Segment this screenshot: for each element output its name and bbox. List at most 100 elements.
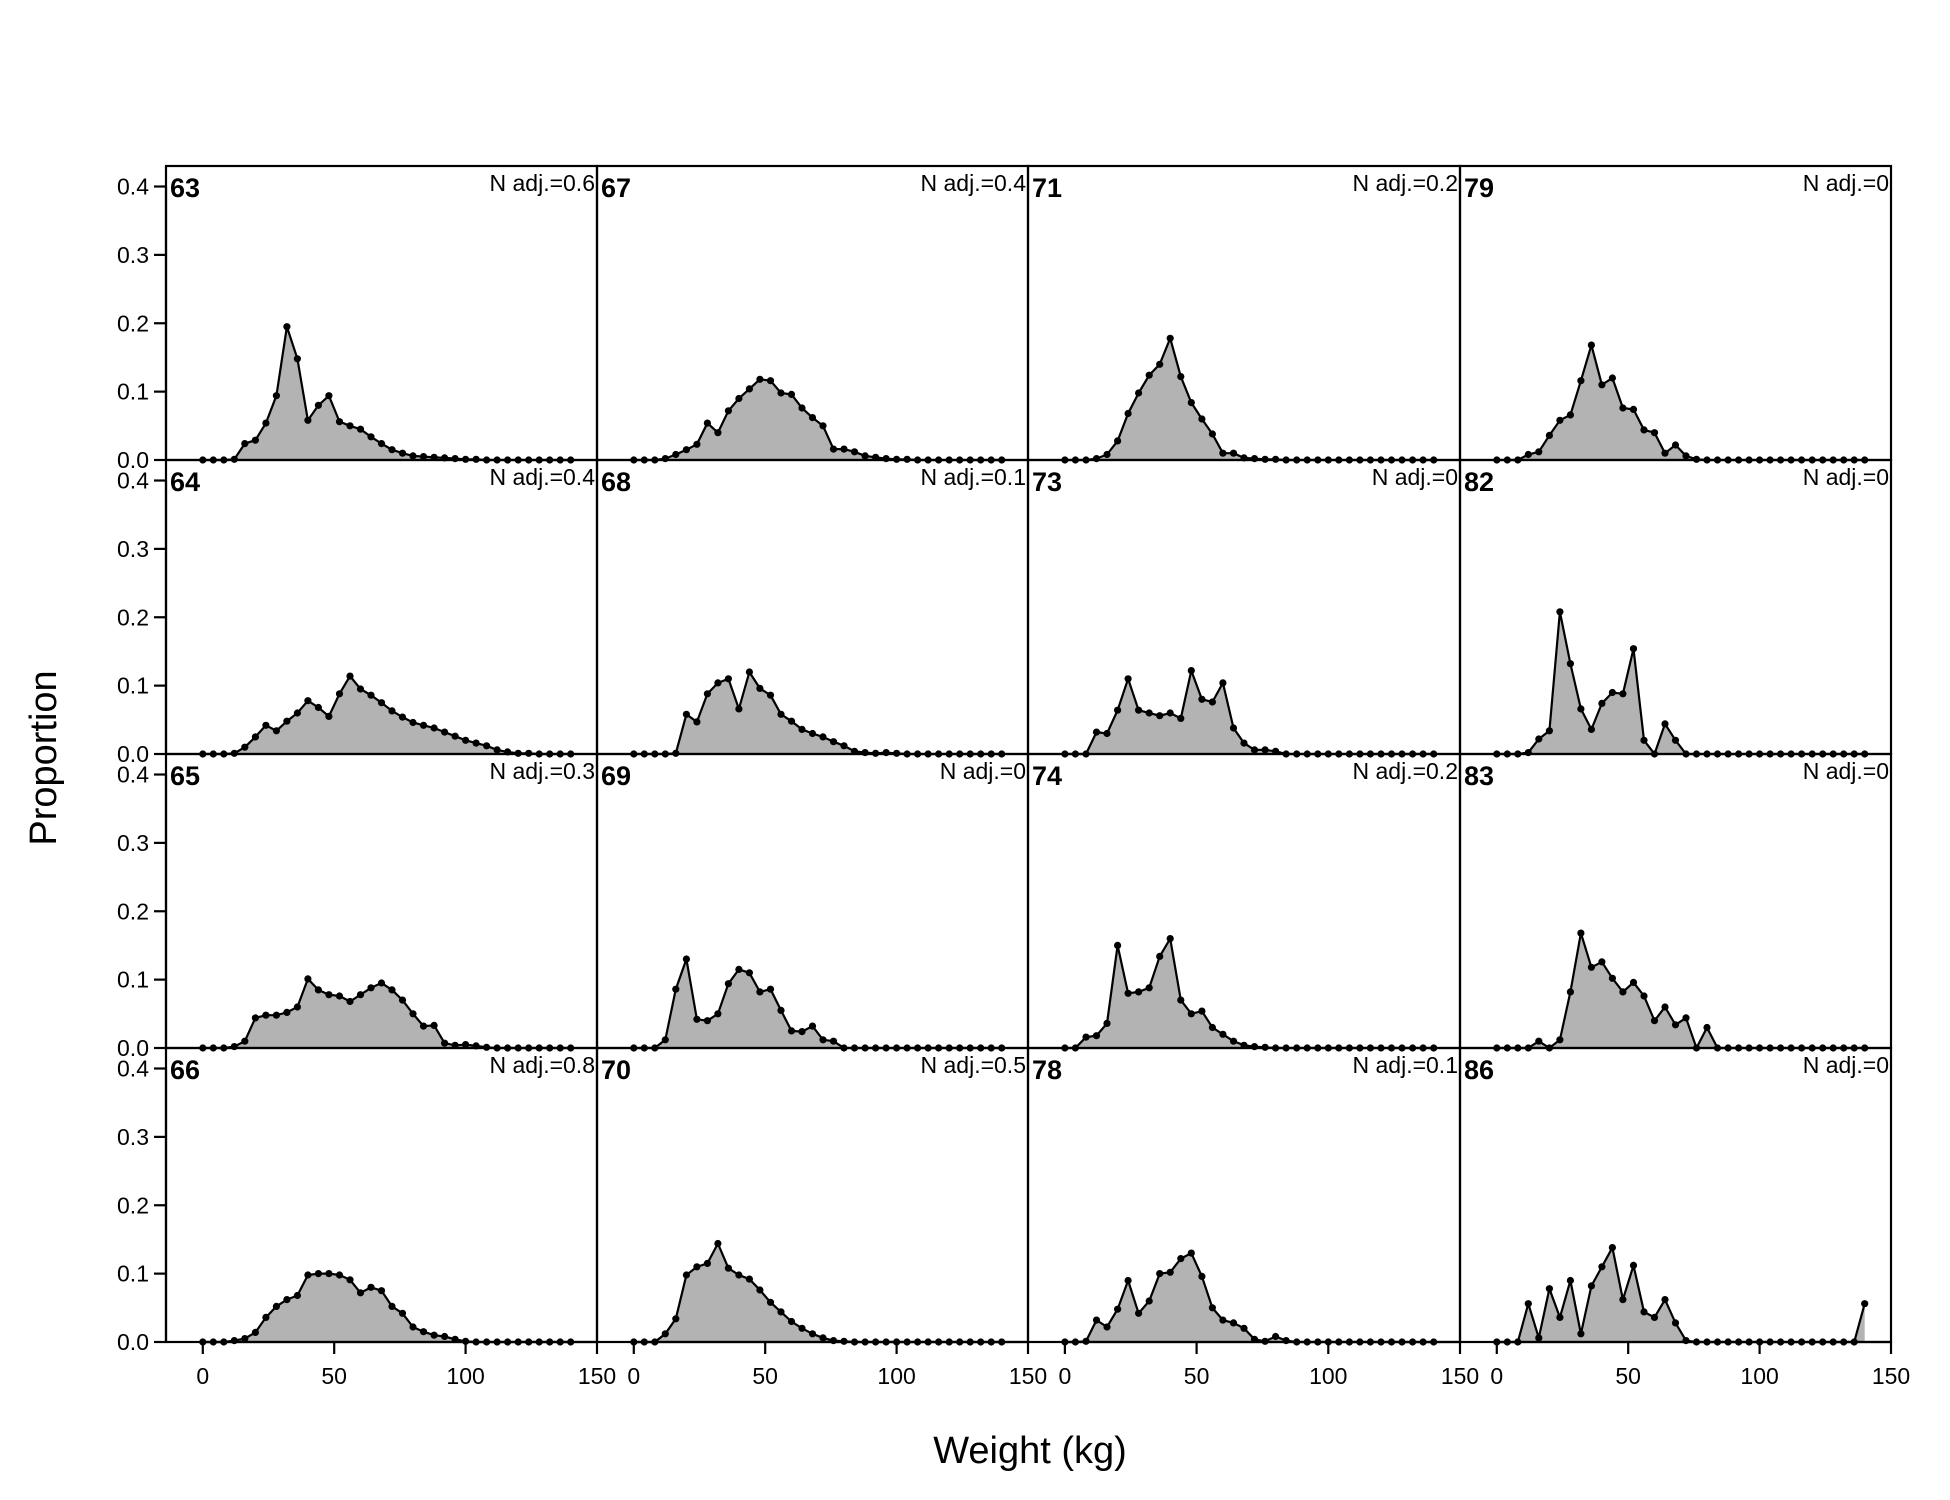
data-point-67-9 bbox=[724, 407, 733, 415]
data-point-65-8 bbox=[283, 1008, 291, 1017]
data-point-73-18 bbox=[1250, 746, 1259, 754]
data-point-67-17 bbox=[808, 414, 817, 422]
x-tick-label-col-3-1: 50 bbox=[1615, 1363, 1641, 1389]
data-point-63-19 bbox=[398, 449, 407, 457]
panel-title-63: 63 bbox=[170, 173, 200, 203]
data-point-68-19 bbox=[829, 738, 838, 746]
data-point-66-11 bbox=[314, 1270, 322, 1278]
data-point-73-11 bbox=[1177, 714, 1185, 723]
data-point-78-10 bbox=[1166, 1268, 1174, 1276]
data-point-67-10 bbox=[735, 394, 743, 403]
panel-70: 70 N adj.=0.5 bbox=[595, 1046, 1030, 1346]
data-point-86-9 bbox=[1587, 1282, 1595, 1290]
data-point-83-4 bbox=[1535, 1037, 1543, 1045]
data-point-74-2 bbox=[1082, 1033, 1090, 1041]
data-point-67-7 bbox=[703, 419, 712, 427]
data-point-79-7 bbox=[1566, 411, 1574, 419]
panel-title-67: 67 bbox=[601, 173, 631, 203]
data-point-64-25 bbox=[462, 736, 470, 744]
y-tick-label-row-0-2: 0.2 bbox=[117, 310, 149, 336]
data-point-82-5 bbox=[1545, 727, 1553, 735]
data-point-86-10 bbox=[1598, 1263, 1606, 1271]
data-point-78-6 bbox=[1124, 1276, 1132, 1285]
x-tick-label-col-1-3: 150 bbox=[1009, 1363, 1047, 1389]
data-point-70-11 bbox=[745, 1275, 754, 1283]
panel-frame-68 bbox=[595, 458, 1030, 756]
data-point-70-19 bbox=[829, 1337, 838, 1345]
data-point-79-12 bbox=[1619, 404, 1627, 412]
x-tick-label-col-1-1: 50 bbox=[752, 1363, 778, 1389]
data-point-63-15 bbox=[356, 425, 365, 433]
data-point-78-15 bbox=[1219, 1316, 1227, 1324]
data-point-70-8 bbox=[714, 1239, 722, 1248]
data-point-67-15 bbox=[787, 390, 796, 398]
x-tick-label-col-2-2: 100 bbox=[1309, 1363, 1347, 1389]
panel-note-63: N adj.=0.6 bbox=[490, 170, 596, 196]
data-point-68-22 bbox=[861, 749, 869, 757]
data-point-63-20 bbox=[409, 452, 417, 460]
y-tick-label-row-2-2: 0.2 bbox=[117, 898, 149, 924]
data-point-71-5 bbox=[1114, 437, 1122, 445]
data-point-79-8 bbox=[1577, 377, 1585, 385]
data-point-82-6 bbox=[1556, 608, 1564, 616]
panel-title-78: 78 bbox=[1032, 1055, 1062, 1085]
data-point-78-13 bbox=[1198, 1272, 1206, 1280]
y-tick-label-row-3-4: 0.4 bbox=[117, 1056, 149, 1082]
data-point-66-7 bbox=[272, 1302, 280, 1310]
data-point-73-4 bbox=[1103, 729, 1111, 738]
data-point-74-15 bbox=[1219, 1030, 1227, 1038]
data-point-74-11 bbox=[1177, 996, 1185, 1004]
area-fill-79 bbox=[1496, 345, 1865, 460]
panel-frame-74 bbox=[1026, 752, 1462, 1050]
data-point-65-22 bbox=[430, 1021, 438, 1029]
data-point-74-7 bbox=[1135, 988, 1143, 996]
data-point-67-19 bbox=[829, 445, 838, 453]
y-axis-title: Proportion bbox=[23, 670, 65, 845]
area-fill-86 bbox=[1496, 1247, 1865, 1342]
data-point-69-9 bbox=[724, 980, 733, 988]
panel-note-67: N adj.=0.4 bbox=[921, 170, 1027, 196]
y-tick-label-row-1-1: 0.1 bbox=[117, 673, 149, 699]
data-point-83-11 bbox=[1608, 974, 1616, 982]
data-point-66-17 bbox=[377, 1287, 386, 1295]
data-point-74-6 bbox=[1124, 989, 1132, 997]
data-point-68-5 bbox=[682, 710, 691, 718]
data-point-65-3 bbox=[230, 1043, 238, 1051]
panel-71: 71 N adj.=0.2 bbox=[1026, 164, 1462, 464]
data-point-69-13 bbox=[766, 985, 775, 993]
data-point-73-8 bbox=[1145, 709, 1153, 717]
data-point-63-16 bbox=[367, 433, 375, 441]
panel-title-65: 65 bbox=[170, 761, 200, 791]
data-point-70-9 bbox=[724, 1264, 733, 1272]
panel-note-82: N adj.=0 bbox=[1803, 464, 1889, 490]
panel-title-83: 83 bbox=[1464, 761, 1494, 791]
area-fill-78 bbox=[1064, 1253, 1434, 1342]
data-point-78-21 bbox=[1282, 1337, 1290, 1345]
data-point-66-21 bbox=[419, 1328, 428, 1336]
data-point-67-16 bbox=[798, 404, 806, 412]
x-tick-label-col-3-2: 100 bbox=[1740, 1363, 1778, 1389]
data-point-82-7 bbox=[1566, 660, 1574, 668]
data-point-67-14 bbox=[777, 389, 785, 397]
data-point-67-18 bbox=[819, 422, 827, 430]
data-point-67-20 bbox=[840, 445, 848, 453]
data-point-70-18 bbox=[819, 1334, 827, 1342]
panel-64: 64 N adj.=0.4 bbox=[164, 458, 599, 758]
data-point-74-4 bbox=[1103, 1019, 1111, 1027]
data-point-64-5 bbox=[251, 733, 259, 741]
panel-title-86: 86 bbox=[1464, 1055, 1494, 1085]
panel-66: 66 N adj.=0.8 bbox=[164, 1046, 599, 1346]
panel-frame-82 bbox=[1458, 458, 1893, 756]
data-point-65-7 bbox=[272, 1011, 280, 1019]
area-fill-67 bbox=[633, 379, 1002, 460]
panel-note-73: N adj.=0 bbox=[1372, 464, 1458, 490]
data-point-67-6 bbox=[693, 440, 701, 448]
data-point-73-3 bbox=[1092, 728, 1101, 736]
data-point-67-22 bbox=[861, 452, 869, 460]
panel-title-66: 66 bbox=[170, 1055, 200, 1085]
data-point-70-17 bbox=[808, 1330, 817, 1338]
area-fill-82 bbox=[1496, 611, 1865, 754]
data-point-63-11 bbox=[314, 401, 322, 409]
data-point-71-3 bbox=[1092, 455, 1101, 463]
data-point-66-16 bbox=[367, 1283, 375, 1291]
